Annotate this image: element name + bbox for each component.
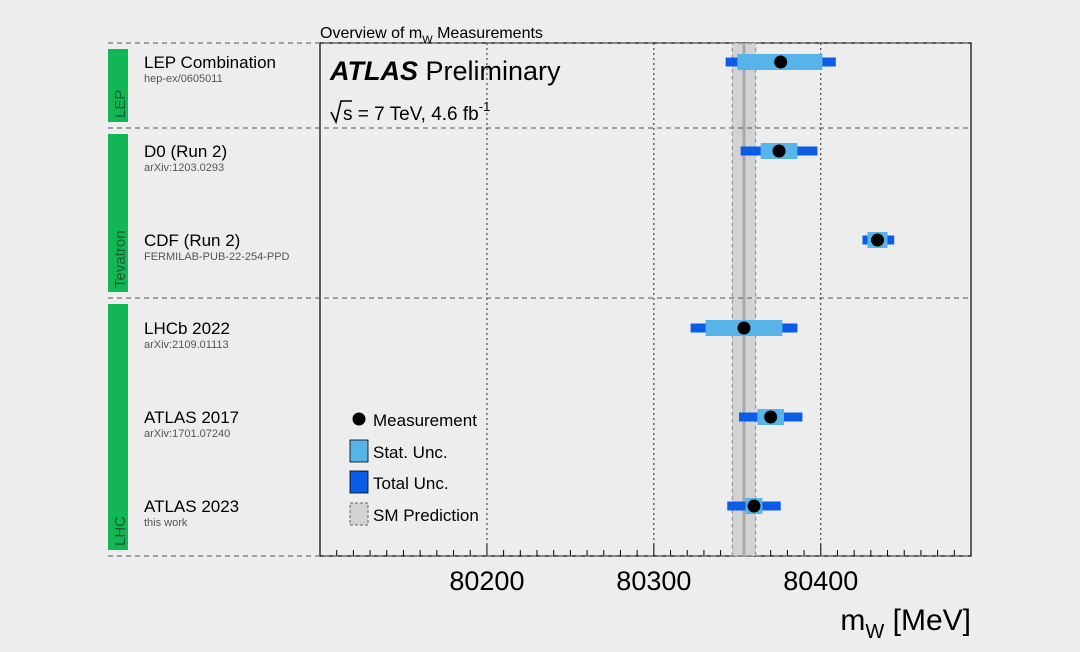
legend-label: Total Unc. <box>373 474 449 493</box>
legend-total-icon <box>349 470 369 494</box>
measurement-name: ATLAS 2017 <box>144 408 239 427</box>
group-bar-2 <box>108 304 128 550</box>
measurement-marker <box>871 233 885 247</box>
x-axis-label-main: m <box>840 604 865 637</box>
measurement-marker <box>764 410 778 424</box>
chart-title-subscript: W <box>422 34 433 46</box>
legend-label: SM Prediction <box>373 506 479 525</box>
plot-frame <box>319 42 972 557</box>
chart-title-tail: Measurements <box>433 25 543 42</box>
x-axis-label: mW [MeV] <box>840 604 971 643</box>
group-label: LHC <box>112 516 129 546</box>
measurement-marker <box>747 499 761 513</box>
legend-stat-icon <box>349 439 369 463</box>
x-axis-label-subscript: W <box>865 621 884 643</box>
x-tick-label: 80400 <box>783 566 858 596</box>
group-bar-0 <box>108 49 128 122</box>
legend-label: Stat. Unc. <box>373 443 448 462</box>
measurement-name: CDF (Run 2) <box>144 231 240 250</box>
experiment-label: ATLAS Preliminary <box>329 56 561 86</box>
measurement-name: LEP Combination <box>144 53 276 72</box>
measurement-marker <box>772 144 786 158</box>
measurement-name: ATLAS 2023 <box>144 497 239 516</box>
legend-sm-icon <box>349 502 369 526</box>
group-label: LEP <box>112 90 129 118</box>
sqrt-symbol <box>330 100 352 125</box>
energy-superscript: -1 <box>479 99 491 114</box>
measurement-reference: hep-ex/0605011 <box>144 73 223 85</box>
experiment-status: Preliminary <box>426 56 562 86</box>
group-label: Tevatron <box>112 230 129 288</box>
measurement-reference: arXiv:1203.0293 <box>144 162 224 174</box>
measurement-reference: this work <box>144 517 188 529</box>
legend-marker-icon <box>352 412 366 426</box>
chart-title-main: Overview of m <box>320 25 422 42</box>
group-bar-1 <box>108 134 128 292</box>
legend-label: Measurement <box>373 411 477 430</box>
measurement-marker <box>737 321 751 335</box>
measurement-reference: FERMILAB-PUB-22-254-PPD <box>144 251 290 263</box>
experiment-name: ATLAS <box>329 56 426 86</box>
energy-label: s = 7 TeV, 4.6 fb-1 <box>343 99 490 125</box>
x-tick-label: 80200 <box>449 566 524 596</box>
measurement-name: LHCb 2022 <box>144 319 230 338</box>
measurement-reference: arXiv:2109.01113 <box>144 339 229 351</box>
measurement-marker <box>774 55 788 69</box>
measurement-reference: arXiv:1701.07240 <box>144 428 230 440</box>
x-axis-label-unit: [MeV] <box>884 604 971 637</box>
measurement-name: D0 (Run 2) <box>144 142 227 161</box>
x-tick-label: 80300 <box>616 566 691 596</box>
chart-title: Overview of mW Measurements <box>320 25 543 46</box>
